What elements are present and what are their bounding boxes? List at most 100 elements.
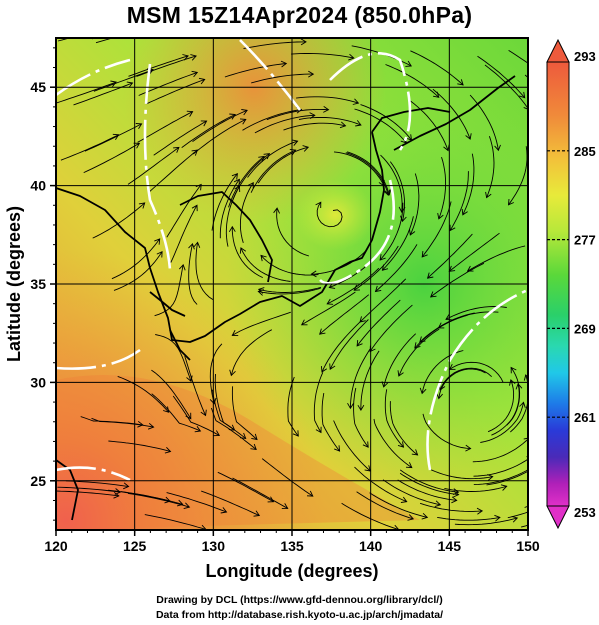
streamline-arrow [182, 54, 189, 61]
streamline [316, 201, 343, 228]
x-tick-label: 135 [280, 538, 304, 554]
streamline-arrow [466, 265, 474, 272]
streamline-arrow [133, 142, 141, 149]
streamline-arrow [267, 496, 275, 503]
streamline [211, 389, 246, 439]
streamline [151, 393, 201, 432]
streamline [230, 329, 273, 376]
streamline [506, 367, 521, 426]
streamline-arrow [239, 118, 247, 125]
streamline-arrow [231, 173, 238, 180]
streamline-arrow [233, 178, 240, 186]
streamline [266, 108, 329, 121]
streamline-arrow [113, 491, 120, 499]
streamline-arrow [357, 404, 365, 411]
streamline [291, 53, 354, 59]
streamline-arrow [538, 461, 544, 466]
streamline-arrow [339, 121, 347, 129]
y-axis: 25 30 35 40 45 [30, 47, 56, 521]
streamline [283, 122, 346, 131]
streamline-arrow [113, 23, 119, 29]
map-title: MSM 15Z14Apr2024 (850.0hPa) [126, 2, 473, 28]
y-axis-label: Latitude (degrees) [4, 206, 24, 362]
streamline [430, 262, 485, 298]
streamline [507, 511, 528, 519]
y-tick-label: 30 [30, 374, 46, 390]
streamline [354, 466, 407, 503]
streamline [219, 179, 240, 239]
streamline [369, 492, 428, 518]
streamline-arrow [186, 110, 194, 117]
streamline [385, 64, 440, 98]
streamline [144, 514, 207, 530]
streamline-arrow [407, 514, 415, 521]
streamline-arrow [126, 81, 134, 88]
streamline-arrow [329, 363, 336, 370]
streamline-arrow [188, 242, 195, 250]
streamline [467, 245, 526, 272]
streamline-arrow [123, 482, 130, 490]
streamline-arrow [176, 499, 184, 507]
streamline-arrow [461, 208, 468, 216]
streamline-arrow [507, 198, 514, 206]
streamline-arrow [379, 254, 386, 261]
streamline-arrow [494, 144, 501, 152]
streamline-arrow [397, 370, 404, 377]
streamline-arrow [315, 201, 322, 209]
streamline [438, 368, 486, 399]
streamline [444, 485, 507, 492]
streamline [228, 156, 265, 208]
streamline-arrow [198, 77, 206, 85]
streamline-arrow [319, 328, 326, 335]
streamline [438, 156, 447, 219]
streamline [166, 492, 227, 513]
streamline-arrow [185, 412, 192, 420]
streamline [399, 469, 459, 493]
streamline [439, 367, 492, 390]
streamline-arrow [381, 264, 389, 271]
streamline-arrow [326, 298, 334, 305]
streamline [486, 136, 495, 198]
streamline-arrow [437, 213, 444, 220]
streamline-arrow [445, 314, 452, 321]
streamline-arrow [510, 366, 517, 374]
streamline [117, 375, 170, 413]
streamline [128, 55, 189, 77]
streamline [181, 114, 236, 148]
streamline [473, 469, 528, 486]
streamline-arrow [359, 316, 366, 323]
streamline [311, 248, 368, 275]
colorbar-bar [546, 61, 570, 507]
streamline-arrow [356, 340, 363, 347]
streamline-arrow [213, 430, 221, 437]
streamline [421, 201, 452, 258]
streamline-arrow [147, 21, 153, 27]
streamline [389, 401, 418, 456]
streamline [319, 294, 370, 335]
streamline [240, 247, 291, 282]
streamline-arrow [260, 254, 267, 262]
streamline [56, 490, 119, 497]
streamline [201, 490, 260, 516]
streamline [209, 343, 223, 404]
streamline-arrow [228, 225, 236, 233]
streamline-arrow [112, 133, 120, 140]
streamline [184, 355, 207, 416]
streamline [369, 304, 413, 352]
streamline [254, 114, 315, 134]
x-axis: 120 125 130 135 140 145 150 [44, 530, 540, 554]
x-tick-label: 130 [202, 538, 226, 554]
streamline [224, 63, 287, 78]
y-tick-label: 35 [30, 276, 46, 292]
streamline-arrow [190, 54, 197, 61]
streamline-arrow [500, 484, 508, 491]
streamline [469, 94, 499, 151]
streamline-arrow [280, 60, 288, 68]
y-tick-label: 45 [30, 79, 46, 95]
colorbar-label: 269 [574, 321, 596, 336]
streamline-arrow [156, 250, 163, 258]
streamline [188, 243, 198, 305]
streamline-arrow [162, 406, 170, 413]
streamline [296, 96, 359, 104]
